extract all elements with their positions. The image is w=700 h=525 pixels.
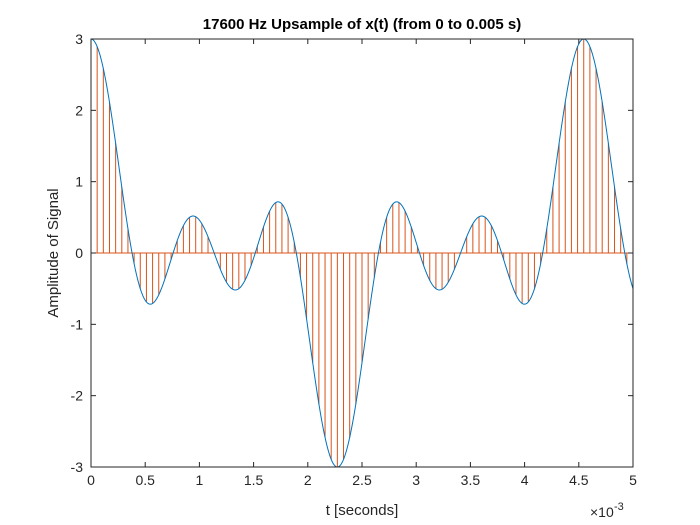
x-tick-label: 5 [629, 472, 637, 488]
x-exponent-base: ×10 [590, 504, 614, 520]
y-tick-label: -2 [71, 388, 84, 404]
x-axis-label: t [seconds] [326, 502, 399, 519]
x-axis-ticks: 0 0.5 1 1.5 2 2.5 3 3.5 4 4.5 5 [87, 39, 637, 488]
y-tick-label: 3 [75, 31, 83, 47]
line-series [90, 38, 634, 468]
x-tick-label: 2.5 [352, 472, 372, 488]
y-tick-label: -1 [71, 316, 84, 332]
x-tick-label: 1 [196, 472, 204, 488]
x-tick-label: 4 [521, 472, 529, 488]
y-tick-label: 2 [75, 102, 83, 118]
y-tick-label: 0 [75, 245, 83, 261]
y-tick-label: 1 [75, 174, 83, 190]
x-tick-label: 2 [304, 472, 312, 488]
x-tick-label: 3 [412, 472, 420, 488]
x-tick-label: 0 [87, 472, 95, 488]
x-tick-label: 1.5 [244, 472, 264, 488]
x-tick-label: 0.5 [135, 472, 155, 488]
x-tick-label: 4.5 [569, 472, 589, 488]
stem-series [90, 39, 634, 467]
x-tick-label: 3.5 [461, 472, 481, 488]
x-exponent-power: -3 [614, 501, 624, 513]
signal-curve [90, 38, 634, 468]
y-axis-label: Amplitude of Signal [45, 188, 62, 317]
x-axis-exponent: ×10 -3 [590, 501, 624, 520]
chart-title: 17600 Hz Upsample of x(t) (from 0 to 0.0… [203, 16, 521, 33]
y-axis-ticks: 3 2 1 0 -1 -2 -3 [71, 31, 633, 475]
y-tick-label: -3 [71, 459, 84, 475]
